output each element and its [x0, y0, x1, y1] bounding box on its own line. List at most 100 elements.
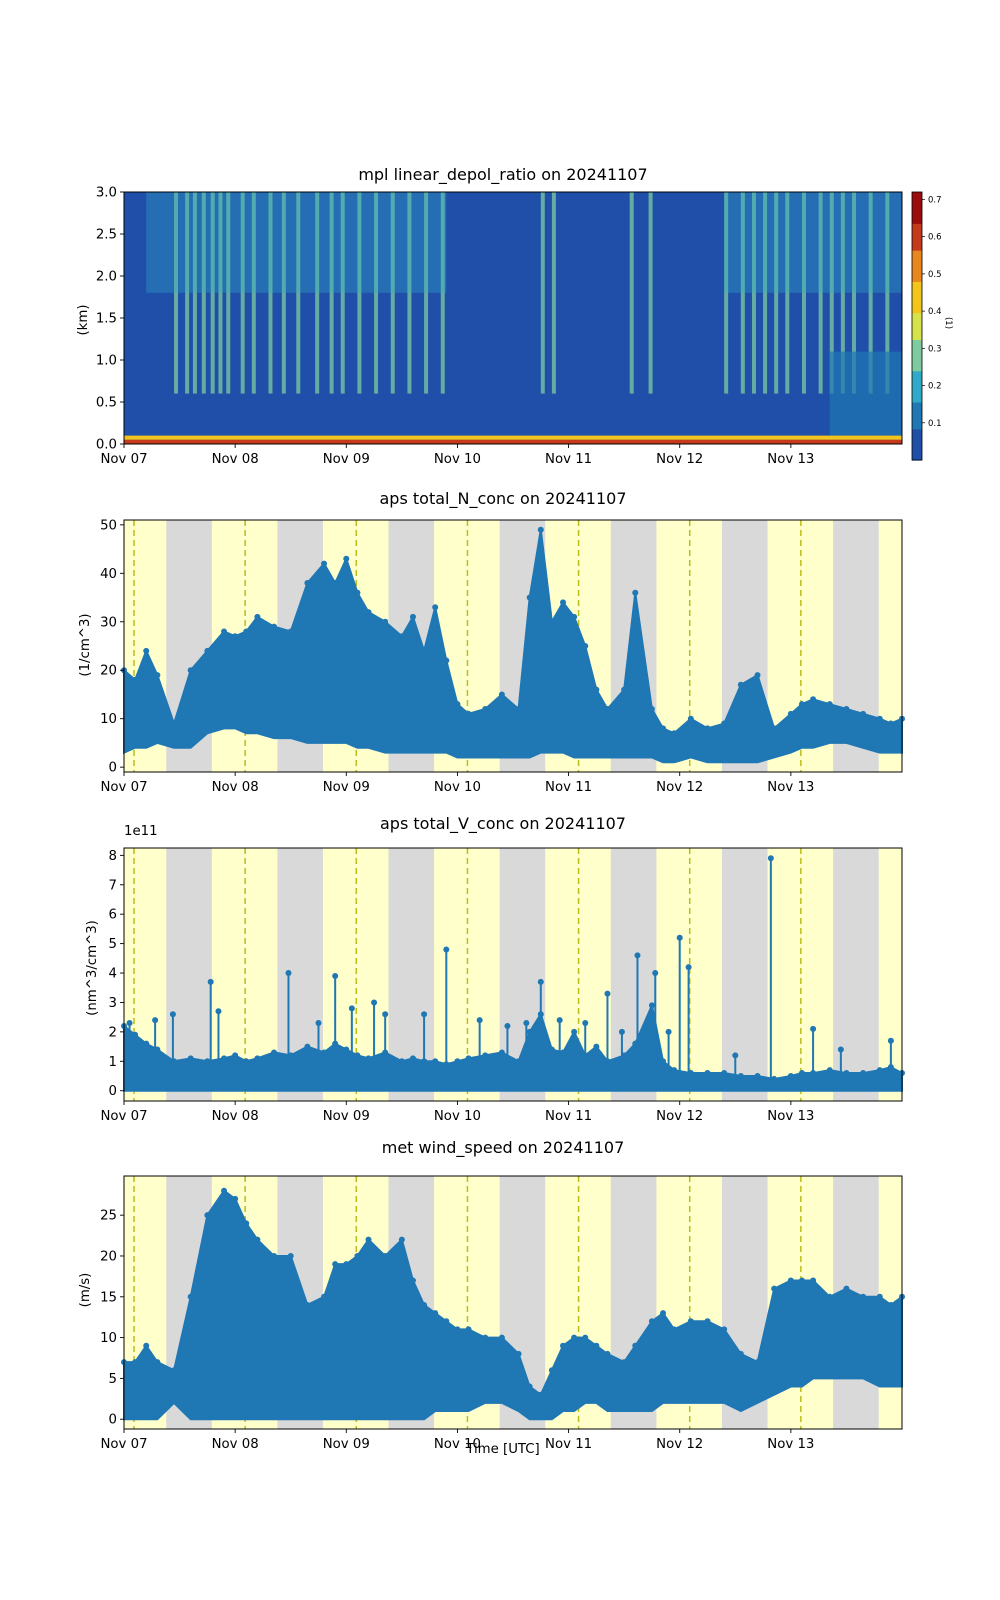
- v-conc-point-53: [843, 1070, 850, 1077]
- colorbar-segment-46: [912, 250, 922, 256]
- v-conc-point-36: [593, 1043, 600, 1050]
- heatmap-column-34: [840, 192, 845, 394]
- v-conc-night-band-5: [721, 848, 768, 1101]
- wind-speed-point-35: [582, 1334, 589, 1341]
- wind-speed-frame: [123, 1175, 903, 1430]
- wind-speed-point-45: [721, 1326, 728, 1333]
- n-conc-point-17: [354, 589, 361, 596]
- n-conc-point-18: [365, 609, 372, 616]
- wind-speed-point-6: [204, 1212, 211, 1219]
- heatmap-column-18: [407, 192, 412, 394]
- n-conc-point-52: [826, 701, 833, 708]
- v-conc-spike-point-8: [348, 1005, 355, 1012]
- colorbar-segment-19: [912, 370, 922, 376]
- n-conc-point-11: [271, 623, 278, 630]
- wind-speed-ticklabel-1: 5: [109, 1372, 117, 1387]
- colorbar-segment-21: [912, 361, 922, 367]
- v-conc-spike-point-21: [634, 952, 641, 959]
- n-conc-point-49: [787, 710, 794, 717]
- heatmap-column-0: [174, 192, 179, 394]
- v-conc-spike-point-26: [732, 1052, 739, 1059]
- colorbar-segment-8: [912, 419, 922, 425]
- colorbar-segment-48: [912, 241, 922, 247]
- n-conc-point-28: [498, 691, 505, 698]
- wind-speed-point-20: [398, 1236, 405, 1243]
- v-conc-spike-point-24: [676, 934, 683, 941]
- depol-xticklabel-5: Nov 12: [656, 452, 703, 467]
- colorbar-segment-18: [912, 375, 922, 381]
- v-conc-point-28: [498, 1049, 505, 1056]
- n-conc-point-54: [860, 710, 867, 717]
- colorbar-segment-37: [912, 290, 922, 296]
- n-conc-point-46: [737, 681, 744, 688]
- n-conc-point-42: [671, 730, 678, 737]
- v-conc-spike-point-10: [382, 1011, 389, 1018]
- v-conc-point-16: [343, 1046, 350, 1053]
- v-conc-spike-point-28: [810, 1025, 817, 1032]
- wind-speed-point-44: [704, 1318, 711, 1325]
- n-conc-point-25: [454, 701, 461, 708]
- colorbar-segment-49: [912, 236, 922, 242]
- wind-speed-ticklabel-0: 0: [109, 1413, 117, 1428]
- v-conc-point-1: [132, 1031, 139, 1038]
- wind-speed-point-10: [254, 1236, 261, 1243]
- colorbar-segment-31: [912, 317, 922, 323]
- v-conc-xticklabel-4: Nov 11: [545, 1109, 592, 1124]
- depol-ticklabel-1: 0.5: [96, 396, 117, 411]
- n-conc-ticklabel-0: 0: [109, 761, 117, 776]
- heatmap-column-27: [751, 192, 756, 394]
- v-conc-point-30: [526, 1028, 533, 1035]
- wind-speed-point-25: [454, 1326, 461, 1333]
- colorbar: 0.1 0.2 0.3 0.4 0.5 0.6 0.7: [911, 191, 942, 461]
- n-conc-point-32: [548, 618, 555, 625]
- n-conc-point-31: [537, 526, 544, 533]
- v-conc-spike-point-9: [371, 999, 378, 1006]
- depol-ticklabel-3: 1.5: [96, 312, 117, 327]
- v-conc-point-23: [432, 1058, 439, 1065]
- wind-speed-ticklabel-4: 20: [100, 1249, 117, 1264]
- colorbar-ticklabel-1: 0.2: [928, 382, 942, 392]
- wind-speed-point-34: [571, 1334, 578, 1341]
- colorbar-segment-39: [912, 281, 922, 287]
- heatmap-column-37: [885, 192, 890, 394]
- heatmap-column-26: [740, 192, 745, 394]
- panel-title-depol: mpl linear_depol_ratio on 20241107: [358, 165, 647, 185]
- v-conc-spike-point-22: [652, 970, 659, 977]
- wind-speed-point-38: [621, 1359, 628, 1366]
- v-conc-ticklabel-4: 4: [109, 967, 117, 982]
- colorbar-segment-32: [912, 312, 922, 318]
- wind-speed-point-42: [671, 1326, 678, 1333]
- n-conc-point-29: [515, 706, 522, 712]
- wind-speed-point-8: [232, 1195, 239, 1202]
- n-conc-point-4: [171, 720, 178, 727]
- wind-speed-xticklabel-1: Nov 08: [212, 1437, 259, 1452]
- wind-speed-point-15: [332, 1261, 339, 1268]
- v-conc-spike-point-12: [443, 946, 450, 953]
- n-conc-point-23: [432, 604, 439, 611]
- y-scale-multiplier: 1e11: [124, 824, 158, 839]
- colorbar-segment-4: [912, 437, 922, 443]
- wind-speed-point-12: [287, 1252, 294, 1259]
- depol-xticklabel-4: Nov 11: [545, 452, 592, 467]
- wind-speed-point-48: [771, 1285, 778, 1292]
- wind-speed-point-50: [798, 1277, 805, 1284]
- colorbar-segment-56: [912, 205, 922, 211]
- colorbar-segment-22: [912, 357, 922, 363]
- heatmap-column-14: [340, 192, 345, 394]
- v-conc-point-34: [571, 1028, 578, 1035]
- v-conc-point-44: [704, 1070, 711, 1077]
- wind-speed-point-21: [409, 1277, 416, 1284]
- v-conc-point-42: [671, 1067, 678, 1074]
- v-conc-ticklabel-3: 3: [109, 996, 117, 1011]
- v-conc-spike-point-0: [126, 1020, 133, 1027]
- wind-speed-point-17: [354, 1252, 361, 1259]
- n-conc-point-50: [798, 701, 805, 708]
- colorbar-segment-10: [912, 410, 922, 416]
- v-conc-point-46: [737, 1072, 744, 1079]
- panel-linear-depol-ratio: mpl linear_depol_ratio on 20241107 0.0 0.…: [76, 165, 953, 467]
- wind-speed-point-26: [465, 1326, 472, 1333]
- wind-speed-ticklabel-2: 10: [100, 1331, 117, 1346]
- colorbar-segment-1: [912, 451, 922, 457]
- wind-speed-point-5: [187, 1293, 194, 1300]
